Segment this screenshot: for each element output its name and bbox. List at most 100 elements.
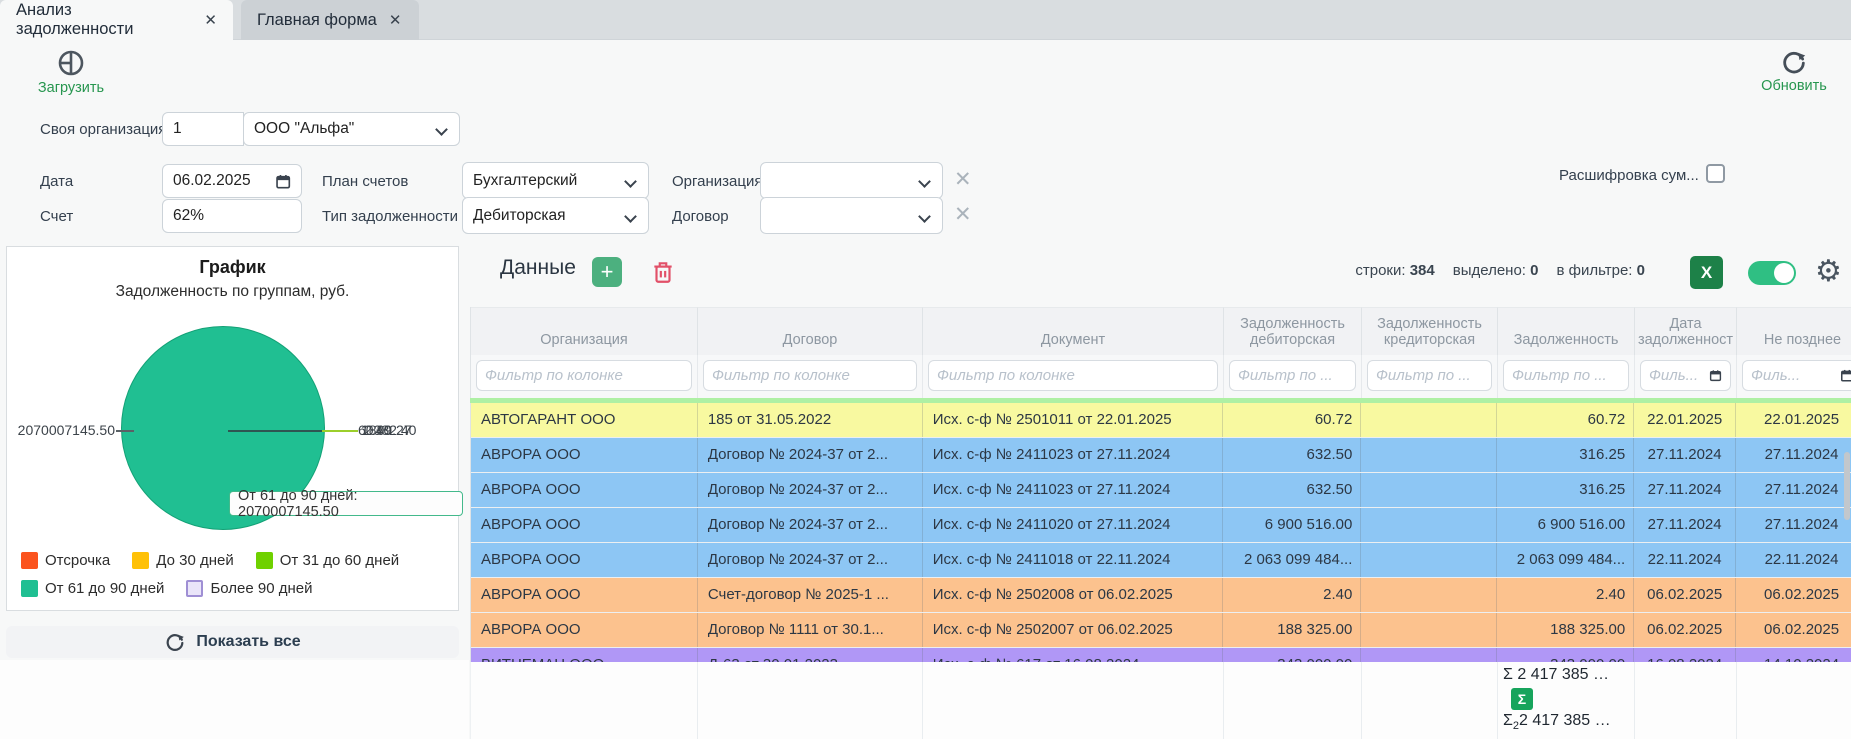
chevron-down-icon: [624, 210, 637, 223]
table-cell: 06.02.2025: [1634, 578, 1737, 612]
org-filter-select[interactable]: [760, 162, 943, 199]
table-cell: 188 325.00: [1223, 613, 1362, 647]
column-filter-input[interactable]: [937, 367, 1209, 384]
calendar-icon[interactable]: [275, 172, 291, 191]
tab-close-icon[interactable]: ✕: [388, 12, 402, 29]
date-field[interactable]: [162, 164, 302, 198]
trash-icon: [654, 262, 672, 283]
add-row-button[interactable]: +: [592, 257, 622, 287]
calendar-icon[interactable]: [1840, 367, 1851, 384]
account-field[interactable]: [162, 199, 302, 233]
table-cell: Договор № 2024-37 от 2...: [698, 508, 923, 542]
chart-of-accounts-select[interactable]: Бухгалтерский: [462, 162, 649, 199]
column-filter-field[interactable]: [1742, 360, 1851, 391]
table-cell: 2 063 099 484...: [1497, 543, 1635, 577]
column-filter-field[interactable]: [1503, 360, 1629, 391]
table-row[interactable]: АВТОГАРАНТ ООО 185 от 31.05.2022 Исх. с-ф …: [471, 403, 1851, 438]
org-clear-icon[interactable]: ✕: [954, 168, 972, 191]
table-cell: 27.11.2024: [1736, 438, 1851, 472]
table-cell: 27.11.2024: [1736, 508, 1851, 542]
legend-item[interactable]: До 30 дней: [132, 552, 234, 569]
column-filter-field[interactable]: [703, 360, 917, 391]
pie-leader-line-left: [116, 430, 134, 432]
column-filter-cell: [1224, 355, 1362, 398]
legend-item[interactable]: От 31 до 60 дней: [255, 552, 399, 569]
table-row[interactable]: АВРОРА ООО Договор № 2024-37 от 2... Исх. …: [471, 508, 1851, 543]
own-org-code-field[interactable]: [162, 112, 244, 146]
column-filter-field[interactable]: [476, 360, 692, 391]
tab-label: Главная форма: [257, 10, 377, 29]
column-filter-field[interactable]: [1640, 360, 1731, 391]
table-row[interactable]: АВРОРА ООО Договор № 2024-37 от 2... Исх. …: [471, 473, 1851, 508]
contract-filter-select[interactable]: [760, 197, 943, 234]
decode-sum-checkbox[interactable]: [1706, 164, 1725, 183]
tab-debt-analysis[interactable]: Анализ задолженности ✕: [0, 0, 233, 40]
footer-grid-cell: [471, 662, 698, 739]
column-header-6[interactable]: Задолженность: [1498, 307, 1635, 355]
table-cell: Исх. с-ф № 2501011 от 22.01.2025: [923, 403, 1224, 437]
contract-filter-label: Договор: [672, 208, 729, 225]
table-cell: 185 от 31.05.2022: [698, 403, 923, 437]
legend-item[interactable]: Отсрочка: [21, 552, 110, 569]
column-header-8[interactable]: Не позднее: [1737, 307, 1851, 355]
legend-color-swatch: [21, 580, 38, 597]
table-cell: 316.25: [1497, 473, 1635, 507]
legend-item[interactable]: Более 90 дней: [186, 580, 313, 597]
account-input[interactable]: [173, 207, 291, 225]
column-filter-input[interactable]: [1376, 367, 1483, 384]
column-filter-cell: [1362, 355, 1498, 398]
table-cell: Счет-договор № 2025-1 ...: [698, 578, 923, 612]
table-cell: АВРОРА ООО: [471, 578, 698, 612]
legend-item[interactable]: От 61 до 90 дней: [21, 580, 164, 597]
tab-close-icon[interactable]: ✕: [204, 12, 217, 29]
table-row[interactable]: АВРОРА ООО Договор № 2024-37 от 2... Исх. …: [471, 543, 1851, 578]
load-button[interactable]: Загрузить: [36, 48, 106, 96]
column-header-5[interactable]: Задолженность кредиторская: [1362, 307, 1498, 355]
debt-type-value: Дебиторская: [473, 206, 566, 224]
tab-main-form[interactable]: Главная форма ✕: [241, 0, 419, 40]
table-row[interactable]: АВРОРА ООО Счет-договор № 2025-1 ... Исх. …: [471, 578, 1851, 613]
footer-grid-cell: [1224, 662, 1362, 739]
refresh-button[interactable]: Обновить: [1752, 48, 1836, 94]
table-cell: АВРОРА ООО: [471, 508, 698, 542]
table-cell: 2.40: [1223, 578, 1362, 612]
calendar-icon[interactable]: [1709, 367, 1722, 384]
column-filter-input[interactable]: [1512, 367, 1620, 384]
column-filter-cell: [1737, 355, 1851, 398]
column-filter-input[interactable]: [1751, 367, 1836, 384]
table-row[interactable]: АВРОРА ООО Договор № 2024-37 от 2... Исх. …: [471, 438, 1851, 473]
column-filter-field[interactable]: [1367, 360, 1492, 391]
column-header-7[interactable]: Дата задолженност: [1635, 307, 1737, 355]
settings-gear-icon[interactable]: ⚙: [1815, 255, 1842, 288]
sigma-badge-icon[interactable]: Σ: [1511, 688, 1533, 710]
footer-grid-cell: [698, 662, 923, 739]
export-excel-button[interactable]: X: [1690, 256, 1723, 289]
date-input[interactable]: [173, 172, 275, 190]
column-filter-input[interactable]: [485, 367, 683, 384]
color-mode-toggle[interactable]: [1748, 261, 1796, 285]
column-filter-field[interactable]: [1229, 360, 1356, 391]
column-header-4[interactable]: Задолженность дебиторская: [1224, 307, 1362, 355]
own-org-select[interactable]: ООО "Альфа": [243, 112, 460, 146]
table-cell: 632.50: [1223, 438, 1362, 472]
column-filter-field[interactable]: [928, 360, 1218, 391]
load-button-label: Загрузить: [37, 80, 105, 96]
show-all-button[interactable]: Показать все: [6, 626, 459, 658]
column-header-1[interactable]: Организация: [471, 307, 698, 355]
table-cell: ВИТНЕМАН ООО: [471, 648, 698, 662]
column-filter-input[interactable]: [1238, 367, 1347, 384]
delete-row-button[interactable]: [648, 257, 678, 287]
table-cell: 2 063 099 484...: [1223, 543, 1362, 577]
own-org-code-input[interactable]: [173, 120, 233, 138]
pie-tooltip-text: От 61 до 90 дней: 2070007145.50: [238, 487, 358, 520]
debt-type-select[interactable]: Дебиторская: [462, 197, 649, 234]
column-filter-input[interactable]: [712, 367, 908, 384]
table-row[interactable]: АВРОРА ООО Договор № 1111 от 30.1... Исх. …: [471, 613, 1851, 648]
column-filter-input[interactable]: [1649, 367, 1705, 384]
column-header-2[interactable]: Договор: [698, 307, 923, 355]
vertical-scrollbar-thumb[interactable]: [1844, 452, 1850, 520]
contract-clear-icon[interactable]: ✕: [954, 203, 972, 226]
column-header-3[interactable]: Документ: [923, 307, 1224, 355]
